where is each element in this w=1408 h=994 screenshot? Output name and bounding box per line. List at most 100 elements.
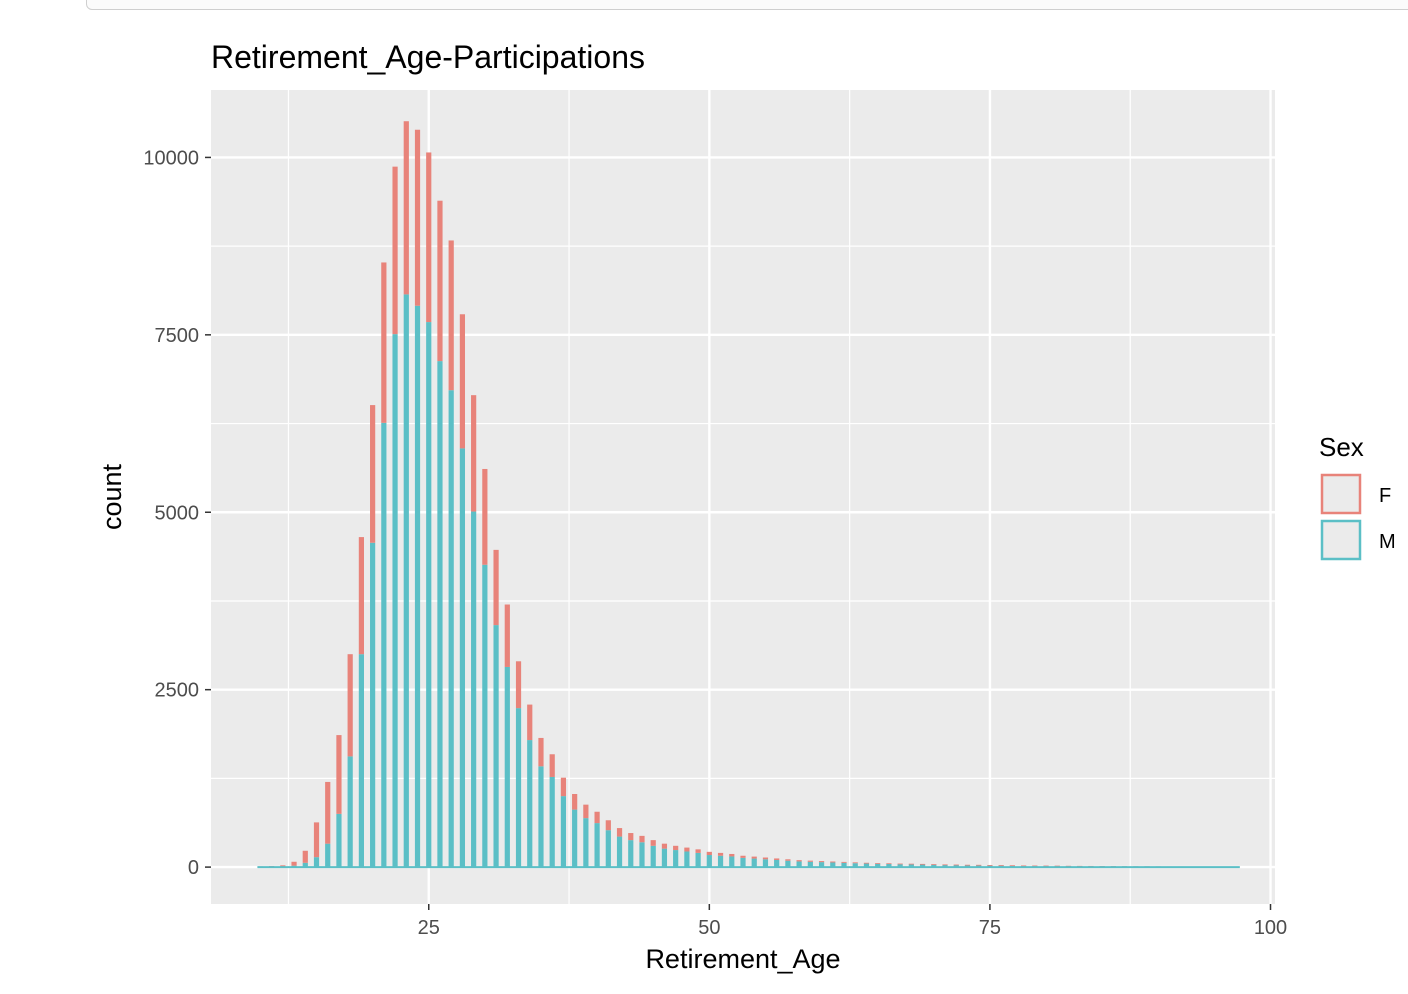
legend-key-bg-F	[1321, 474, 1361, 514]
bar-f-70	[931, 864, 937, 865]
bar-f-17	[336, 735, 342, 814]
bar-m-59	[807, 861, 813, 868]
bars-group	[257, 121, 1240, 869]
bar-f-28	[459, 314, 466, 449]
bar-m-26	[437, 361, 443, 868]
bar-m-54	[751, 858, 757, 868]
legend-key-F	[1320, 473, 1362, 515]
bar-f-36	[549, 754, 555, 777]
bar-m-27	[448, 390, 454, 868]
bar-f-42	[616, 828, 623, 837]
x-axis-title: Retirement_Age	[645, 944, 840, 974]
bar-f-39	[583, 804, 589, 819]
bar-f-48	[684, 847, 690, 852]
bar-m-18	[347, 756, 353, 868]
x-tick-label-2: 75	[979, 917, 1001, 939]
bar-f-71	[942, 864, 948, 866]
bar-m-28	[459, 448, 466, 868]
bar-f-29	[471, 395, 477, 512]
bar-m-64	[863, 863, 870, 868]
bar-f-66	[886, 863, 892, 865]
bar-f-21	[381, 262, 387, 423]
bar-f-15	[313, 822, 320, 858]
bar-f-30	[482, 468, 488, 565]
bar-f-25	[426, 152, 432, 323]
bar-f-23	[403, 121, 409, 295]
bar-m-16	[325, 843, 331, 868]
bar-f-33	[515, 661, 522, 709]
bar-f-63	[852, 862, 858, 864]
bar-f-47	[673, 845, 679, 851]
y-tick-label-1: 2500	[155, 680, 200, 702]
legend-key-M	[1320, 519, 1362, 561]
bar-m-61	[830, 862, 836, 868]
legend: Sex F M	[1319, 432, 1396, 561]
bar-f-41	[605, 820, 611, 831]
legend-key-bg-M	[1321, 520, 1361, 560]
bar-f-40	[594, 811, 600, 824]
legend-label-F: F	[1379, 485, 1391, 507]
bar-m-35	[538, 766, 544, 868]
bar-f-32	[504, 604, 510, 667]
bar-f-43	[628, 833, 634, 841]
legend-title: Sex	[1319, 432, 1364, 462]
bar-m-14	[302, 862, 308, 868]
bar-f-77	[1009, 865, 1015, 867]
bar-m-63	[852, 863, 858, 868]
bar-m-22	[392, 334, 398, 868]
bar-m-52	[729, 856, 735, 868]
bar-f-79	[1032, 865, 1038, 867]
chart-title: Retirement_Age-Participations	[211, 39, 645, 75]
bar-f-45	[650, 840, 656, 846]
bar-m-67	[897, 864, 903, 868]
bar-m-60	[818, 862, 825, 868]
bar-f-65	[875, 863, 881, 864]
bar-m-69	[919, 864, 926, 868]
bar-f-22	[392, 166, 398, 335]
bar-m-56	[774, 860, 780, 868]
bar-m-72	[953, 864, 959, 868]
bar-f-52	[729, 853, 735, 857]
bar-f-62	[841, 861, 847, 863]
bar-m-36	[549, 776, 555, 868]
bar-f-61	[830, 861, 836, 863]
bar-m-44	[639, 842, 645, 868]
bar-f-74	[976, 864, 982, 866]
bar-f-64	[863, 862, 870, 864]
bar-f-50	[706, 851, 712, 856]
bar-m-47	[673, 850, 679, 868]
bar-m-46	[661, 848, 668, 868]
bar-f-76	[998, 865, 1004, 866]
bar-f-75	[987, 865, 993, 866]
bar-f-18	[347, 654, 353, 757]
y-axis: 0 2500 5000 7500 10000	[143, 147, 211, 879]
bar-f-69	[919, 863, 926, 865]
bar-m-17	[336, 813, 342, 868]
bar-m-70	[931, 864, 937, 868]
y-tick-label-4: 10000	[143, 147, 199, 169]
bar-f-20	[370, 405, 376, 543]
bar-m-32	[504, 666, 510, 868]
bar-f-53	[740, 855, 746, 858]
bar-m-58	[796, 861, 802, 868]
bar-m-62	[841, 862, 847, 868]
bar-f-78	[1020, 865, 1027, 867]
bar-f-58	[796, 860, 802, 862]
bar-m-68	[908, 864, 914, 868]
bar-f-44	[639, 835, 645, 843]
bar-f-49	[695, 849, 701, 853]
y-tick-label-0: 0	[188, 857, 199, 879]
bar-m-48	[684, 851, 690, 868]
bar-m-65	[875, 863, 881, 868]
bar-m-37	[560, 796, 567, 868]
bar-m-43	[628, 840, 634, 868]
bar-m-49	[695, 852, 701, 868]
bar-m-19	[358, 654, 364, 868]
bar-f-80	[1043, 865, 1049, 867]
bar-f-19	[358, 537, 364, 655]
bar-f-35	[538, 737, 544, 767]
y-axis-title: count	[97, 463, 127, 530]
bar-f-24	[414, 129, 421, 306]
bar-m-23	[403, 294, 409, 868]
